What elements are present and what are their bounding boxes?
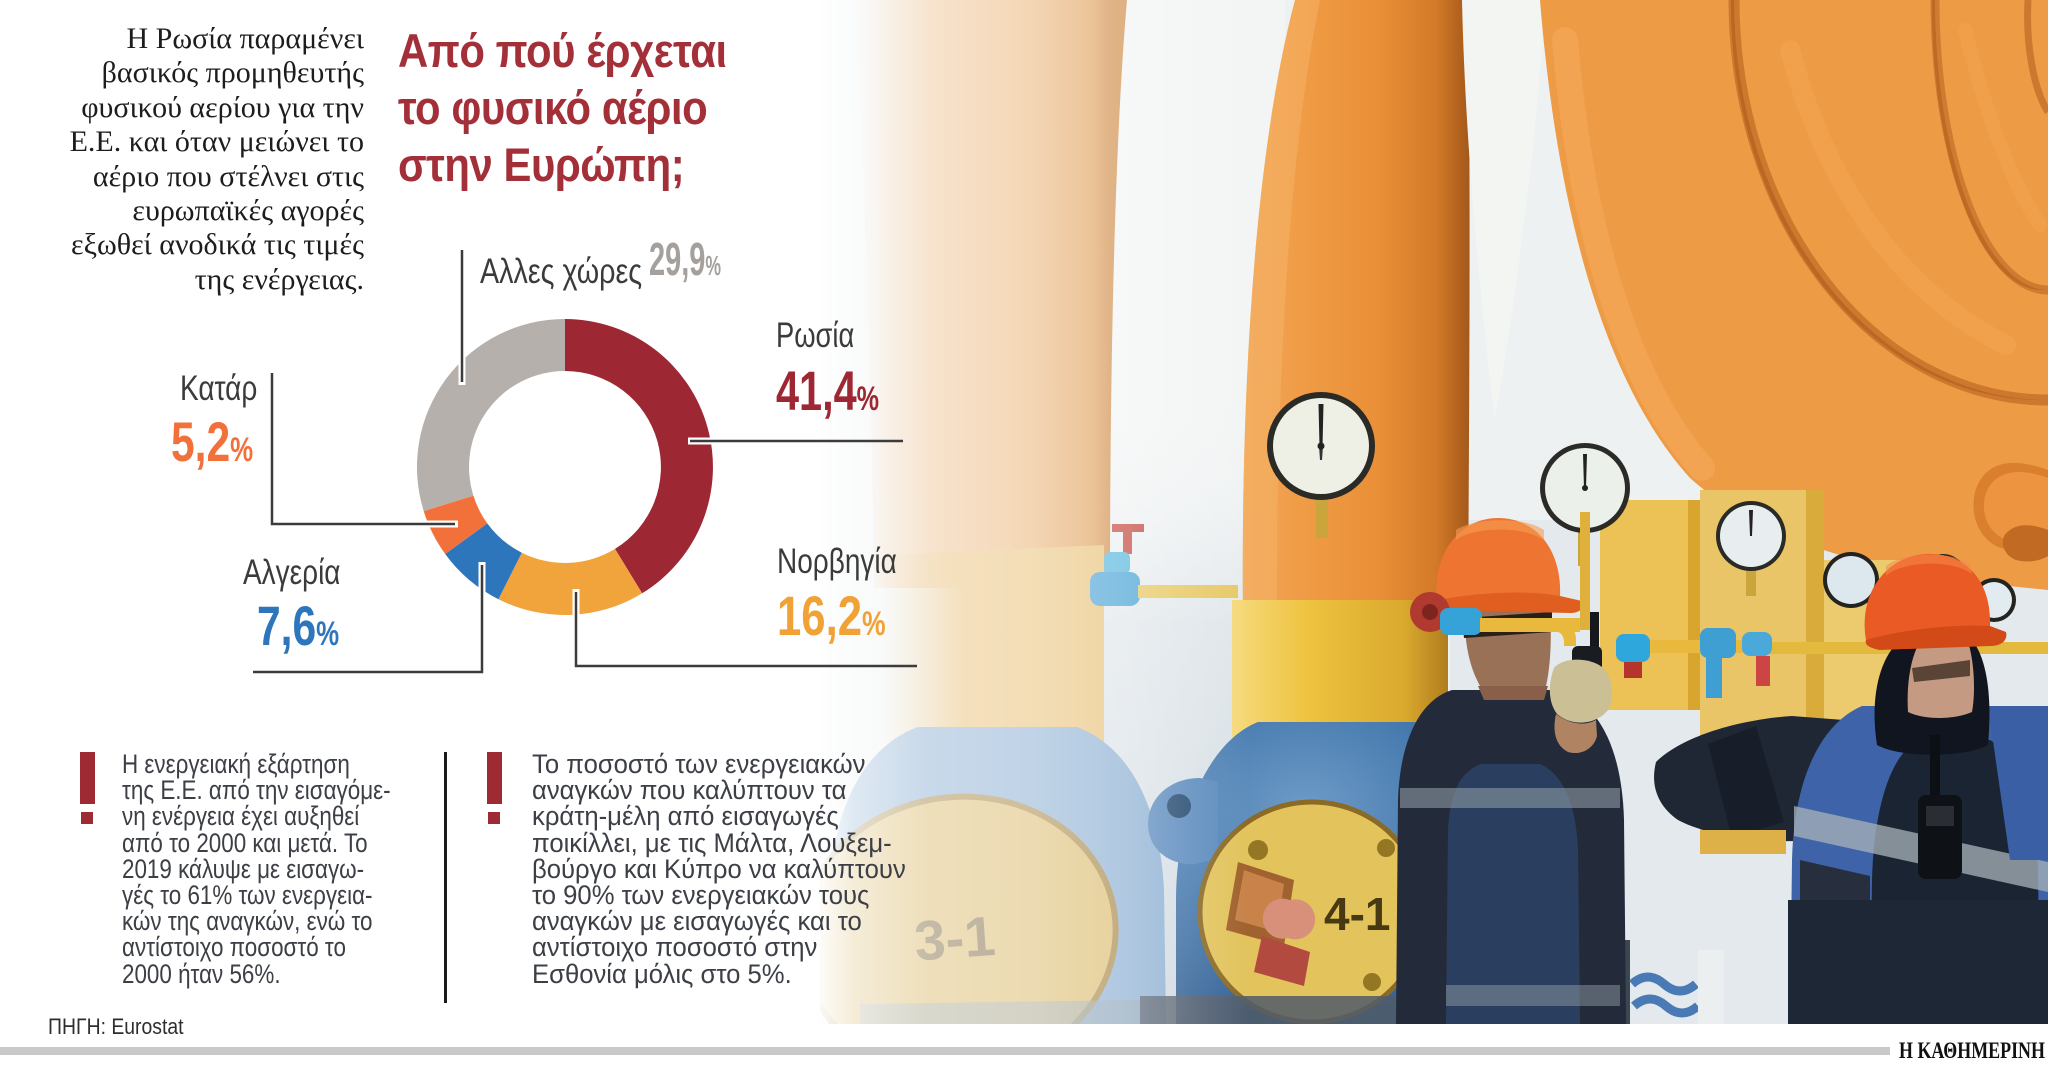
svg-text:4-1: 4-1 <box>1324 888 1390 940</box>
